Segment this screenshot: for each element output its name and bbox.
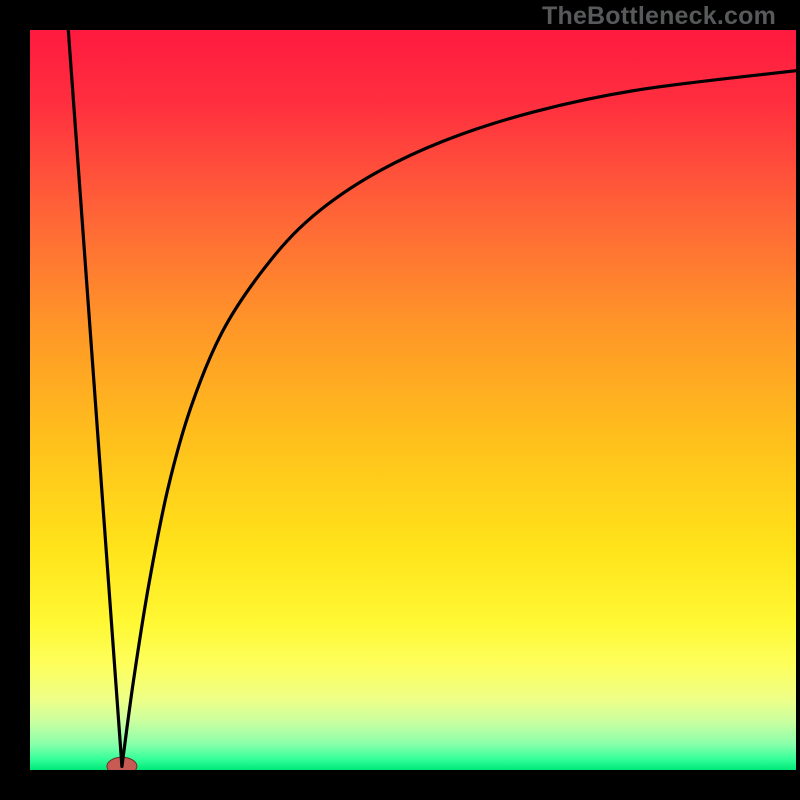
chart-background [30,30,796,770]
chart-frame-bottom [0,770,800,800]
chart-frame-right [796,0,800,800]
bottleneck-chart [0,0,800,800]
chart-frame-left [0,0,30,800]
watermark-text: TheBottleneck.com [542,2,776,31]
